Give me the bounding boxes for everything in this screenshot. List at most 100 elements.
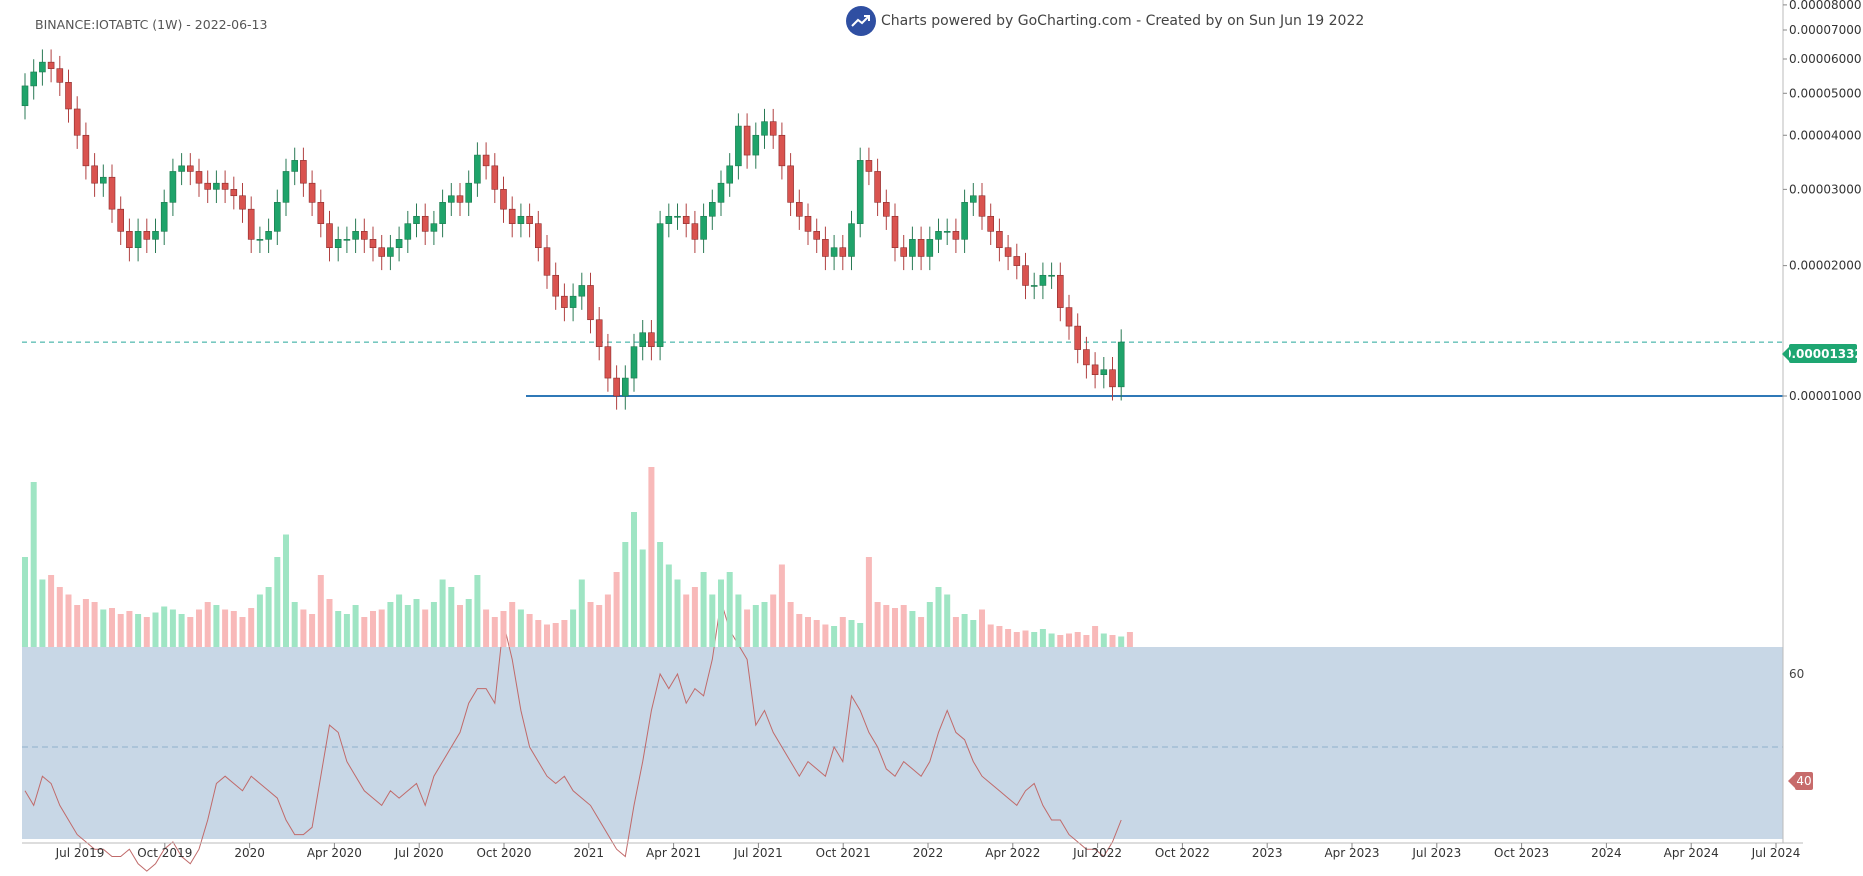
candle-body <box>126 231 133 249</box>
volume-bar <box>48 575 55 647</box>
candle-body <box>456 195 464 203</box>
volume-bar <box>683 594 690 647</box>
volume-bar <box>117 614 124 647</box>
rsi-background <box>22 647 1783 839</box>
candle-body <box>778 134 786 167</box>
candle-body <box>65 82 72 110</box>
candle-body <box>787 165 794 203</box>
volume-bar <box>674 579 681 647</box>
price-tick-label: 0.00003000 <box>1789 182 1862 196</box>
candle-body <box>1100 369 1108 375</box>
volume-bar <box>822 624 829 647</box>
volume-bar <box>204 602 211 647</box>
candle-body <box>1004 247 1012 257</box>
volume-bar <box>239 617 246 647</box>
candle-body <box>996 231 1003 249</box>
price-tick-label: 0.00007000 <box>1789 23 1862 37</box>
candle-body <box>961 202 968 240</box>
time-tick-label: Jul 2020 <box>394 846 444 860</box>
candle-body <box>343 239 351 241</box>
candle-body <box>569 295 577 308</box>
volume-bar <box>491 617 498 647</box>
time-axis[interactable]: Jul 2019 Oct 2019 2020 Apr 2020 Jul 2020 Oct … <box>22 842 1803 860</box>
volume-bar <box>918 617 925 647</box>
volume-bar <box>544 624 550 647</box>
candle-body <box>952 231 960 240</box>
volume-bar <box>1066 633 1072 647</box>
candle-body <box>413 215 420 224</box>
candlesticks <box>21 49 1125 410</box>
time-tick-label: 2024 <box>1591 846 1622 860</box>
candle-body <box>595 319 603 347</box>
volume-bar <box>1022 630 1029 647</box>
candle-body <box>552 274 560 297</box>
volume-bar <box>448 587 455 647</box>
candle-body <box>830 247 838 257</box>
time-tick-label: Jul 2024 <box>1751 846 1801 860</box>
volume-bar <box>65 594 72 647</box>
candle-body <box>935 231 942 240</box>
candle-body <box>717 182 725 203</box>
gocharting-logo-icon[interactable] <box>846 6 876 36</box>
candle-body <box>143 231 151 240</box>
candle-body <box>761 121 768 136</box>
volume-bar <box>413 599 420 647</box>
volume-bar <box>517 609 524 647</box>
candle-body <box>604 346 612 379</box>
candle-body <box>769 121 777 136</box>
volume-bar <box>874 602 881 647</box>
volume-bar <box>274 557 281 647</box>
candle-body <box>1039 274 1047 286</box>
time-tick-label: 2023 <box>1252 846 1283 860</box>
candle-body <box>674 215 681 218</box>
volume-bar <box>952 617 959 647</box>
candle-body <box>152 231 159 240</box>
volume-bar <box>613 572 620 647</box>
candle-body <box>1057 274 1064 308</box>
volume-bar <box>291 602 298 647</box>
volume-bar <box>378 609 385 647</box>
candle-body <box>795 202 803 217</box>
candle-body <box>395 239 403 249</box>
current-price-tag: 0.00001332 <box>1782 344 1863 363</box>
volume-bar <box>979 609 985 647</box>
volume-bar <box>926 602 933 647</box>
candle-body <box>726 165 734 184</box>
time-tick-label: Oct 2020 <box>476 846 531 860</box>
volume-bar <box>309 614 316 647</box>
volume-bar <box>317 575 324 647</box>
price-axis[interactable]: 0.000120000.000110000.000100000.00009000… <box>1782 0 1862 843</box>
volume-bar <box>1057 635 1064 647</box>
rsi-panel: 60 <box>22 600 1804 872</box>
volume-bar <box>744 609 751 647</box>
candle-body <box>404 223 412 240</box>
candle-body <box>708 202 716 217</box>
candle-body <box>804 215 812 232</box>
volume-bar <box>883 605 890 647</box>
candle-body <box>360 231 368 240</box>
volume-bar <box>187 617 194 647</box>
candle-body <box>978 195 986 217</box>
volume-bar <box>631 512 637 647</box>
candle-body <box>813 231 821 240</box>
volume-bar <box>483 609 490 647</box>
candle-body <box>665 215 673 224</box>
volume-bar <box>1092 626 1099 647</box>
candle-body <box>474 154 481 184</box>
volume-bar <box>657 542 664 647</box>
volume-bars <box>22 467 1133 647</box>
candle-body <box>534 223 542 249</box>
candle-body <box>543 247 551 276</box>
volume-bar <box>222 609 229 647</box>
candle-body <box>1013 256 1021 266</box>
candle-body <box>317 202 325 224</box>
candle-body <box>848 223 855 257</box>
candle-body <box>900 247 908 257</box>
volume-bar <box>1013 632 1020 647</box>
credit-text: Charts powered by GoCharting.com - Creat… <box>881 13 1365 29</box>
volume-bar <box>596 605 603 647</box>
candle-body <box>421 215 429 232</box>
volume-bar <box>439 579 446 647</box>
credit-banner[interactable]: Charts powered by GoCharting.com - Creat… <box>846 6 1364 36</box>
